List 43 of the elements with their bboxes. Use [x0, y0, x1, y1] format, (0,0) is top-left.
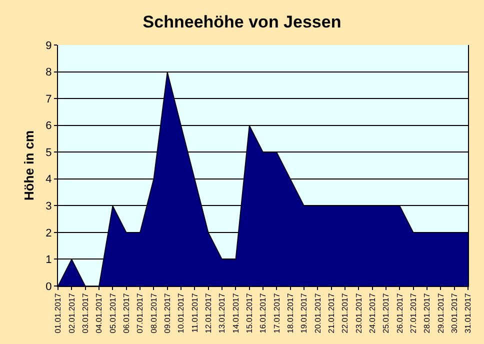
x-tick-label: 03.01.2017: [80, 292, 90, 334]
chart-title: Schneehöhe von Jessen: [142, 12, 342, 32]
x-tick-label: 13.01.2017: [218, 292, 227, 334]
y-tick-label: 3: [46, 200, 52, 213]
x-tick-label: 17.01.2017: [272, 292, 282, 334]
y-tick-label: 7: [46, 93, 52, 106]
x-tick-label: 29.01.2017: [436, 292, 446, 334]
x-tick-label: 22.01.2017: [340, 292, 350, 334]
y-tick-label: 5: [46, 146, 52, 159]
x-tick-label: 10.01.2017: [176, 292, 186, 334]
x-tick-label: 01.01.2017: [54, 292, 63, 334]
x-tick-label: 24.01.2017: [368, 292, 377, 334]
y-tick-label: 4: [46, 174, 52, 186]
x-tick-label: 04.01.2017: [94, 292, 104, 334]
x-tick-label: 23.01.2017: [354, 292, 364, 334]
x-tick-label: 09.01.2017: [162, 292, 172, 334]
y-tick-label: 9: [46, 40, 52, 52]
x-tick-label: 25.01.2017: [382, 292, 391, 334]
x-tick-label: 28.01.2017: [422, 292, 432, 334]
x-tick-label: 02.01.2017: [67, 292, 76, 334]
x-tick-label: 06.01.2017: [122, 292, 131, 334]
y-tick-label: 6: [46, 120, 52, 132]
y-axis-title: Höhe in cm: [22, 130, 37, 201]
x-tick-label: 16.01.2017: [258, 292, 268, 334]
x-tick-label: 27.01.2017: [408, 292, 418, 334]
x-tick-label: 19.01.2017: [300, 292, 309, 334]
y-tick-label: 2: [46, 227, 52, 240]
x-tick-label: 11.01.2017: [190, 292, 200, 333]
x-tick-label: 30.01.2017: [450, 292, 459, 334]
x-tick-label: 31.01.2017: [464, 292, 473, 334]
x-tick-label: 21.01.2017: [326, 292, 336, 334]
y-tick-label: 0: [46, 280, 52, 293]
y-tick-label: 8: [46, 66, 52, 79]
x-tick-label: 05.01.2017: [108, 292, 118, 334]
x-tick-label: 08.01.2017: [149, 292, 158, 334]
x-tick-label: 20.01.2017: [313, 292, 322, 334]
x-tick-label: 14.01.2017: [231, 292, 240, 334]
x-tick-label: 18.01.2017: [286, 292, 295, 334]
x-tick-label: 26.01.2017: [395, 292, 404, 334]
y-tick-label: 1: [46, 254, 52, 266]
x-tick-label: 12.01.2017: [204, 292, 213, 334]
x-tick-label: 15.01.2017: [244, 292, 254, 334]
x-tick-label: 07.01.2017: [136, 292, 145, 334]
